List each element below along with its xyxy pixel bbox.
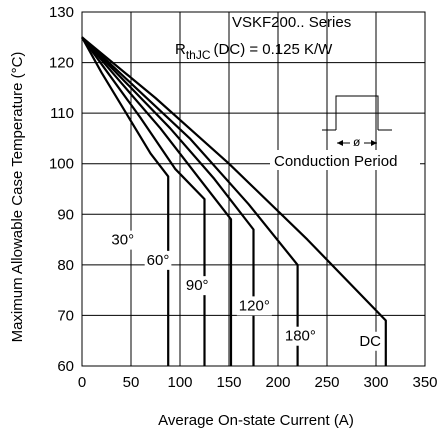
x-tick-label: 200	[265, 374, 290, 391]
x-tick-label: 0	[78, 374, 86, 391]
curve-line	[81, 36, 299, 366]
y-tick-label: 90	[57, 206, 74, 223]
y-tick-label: 110	[50, 105, 74, 122]
y-axis-title: Maximum Allowable Case Temperature (°C)	[9, 52, 26, 343]
x-tick-label: 50	[123, 374, 140, 391]
rth-rest: (DC) = 0.125 K/W	[214, 41, 334, 58]
pulse-waveform	[335, 95, 379, 130]
curve-line	[81, 36, 206, 366]
rth-subscript: thJC	[186, 48, 211, 62]
rth-annotation: RthJC (DC) = 0.125 K/W	[175, 41, 333, 62]
curve-label: DC	[359, 333, 381, 350]
curve-label-backdrop	[109, 230, 137, 250]
x-tick-label: 100	[167, 374, 192, 391]
curves	[81, 36, 387, 366]
y-tick-label: 120	[49, 55, 74, 72]
x-tick-label: 350	[412, 374, 437, 391]
curve-labels: 30° 60° 90° 120° 180° DC	[109, 230, 384, 351]
phi-symbol: ø	[353, 135, 361, 149]
curve-label-backdrop	[357, 331, 384, 351]
y-tick-label: 100	[49, 156, 74, 173]
curve-label: 30°	[111, 232, 134, 249]
y-tick-label: 130	[49, 4, 74, 21]
conduction-period-diagram: ø Conduction Period	[270, 95, 420, 170]
arrow-head-right	[371, 140, 377, 146]
y-tick-label: 80	[57, 257, 74, 274]
conduction-label-backdrop	[270, 150, 420, 170]
curve-label-backdrop	[144, 250, 172, 270]
curve-label-backdrop	[282, 326, 318, 346]
conduction-period-label: Conduction Period	[274, 153, 397, 170]
x-tick-label: 300	[363, 374, 388, 391]
ticks: 0 50 100 150 200 250 300 350 60 70 80 90 100 110 120 13…	[49, 4, 438, 391]
y-tick-label: 60	[57, 358, 74, 375]
curve-line	[81, 36, 387, 366]
curve-label: 90°	[186, 277, 209, 294]
x-axis-title: Average On-state Current (A)	[158, 412, 354, 429]
curve-label-backdrop	[183, 276, 211, 296]
curve-label: 120°	[239, 297, 270, 314]
y-tick-label: 70	[57, 307, 74, 324]
x-tick-label: 150	[216, 374, 241, 391]
curve-line	[81, 36, 233, 366]
x-tick-label: 250	[314, 374, 339, 391]
curve-label: 180°	[285, 328, 316, 345]
curve-line	[81, 36, 255, 366]
arrow-head-left	[337, 140, 343, 146]
curve-label: 60°	[147, 252, 170, 269]
series-annotation: VSKF200.. Series	[232, 14, 351, 31]
curve-label-backdrop	[236, 296, 272, 316]
phi-backdrop	[350, 133, 364, 147]
curve-line	[81, 36, 170, 366]
rth-main: R	[175, 41, 186, 58]
